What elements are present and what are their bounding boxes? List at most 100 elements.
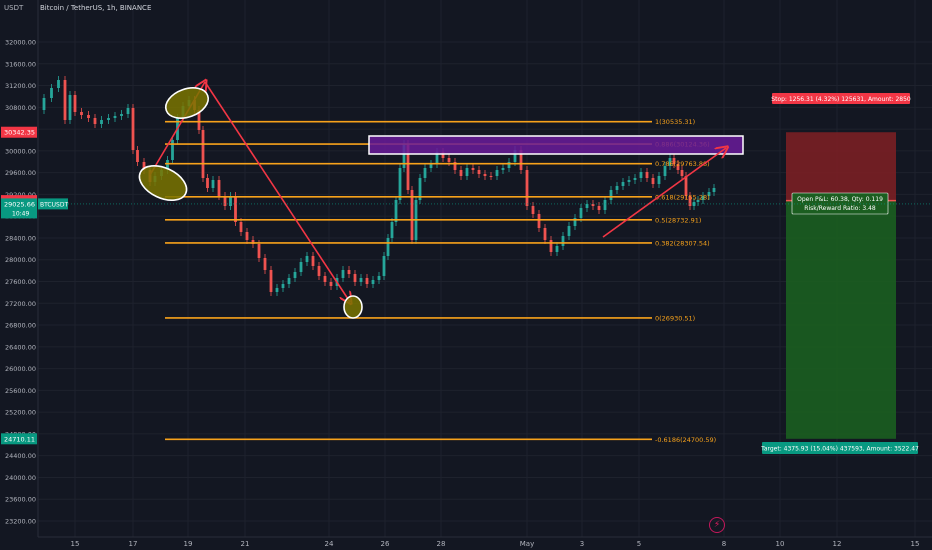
risk-reward-label: Risk/Reward Ratio: 3.48 <box>804 205 876 212</box>
arrow-down <box>204 81 350 302</box>
candle-body <box>73 95 77 112</box>
price-tag-current-label: 29025.66 <box>4 200 35 208</box>
candle-body <box>549 240 553 252</box>
price-tick-label: 29200.00 <box>5 191 36 199</box>
price-tag-target-label: 24710.11 <box>4 435 35 443</box>
price-axis-panel <box>0 0 38 550</box>
candle-body <box>80 112 83 115</box>
candle-body <box>651 178 655 184</box>
unit-label: USDT <box>4 4 24 12</box>
price-tag-countdown: 10:49 <box>12 210 29 217</box>
time-tick-label: 8 <box>722 540 726 548</box>
candle-body <box>684 176 688 196</box>
candle-body <box>386 238 390 256</box>
stop-label: Stop: 1256.31 (4.32%) 125631, Amount: 28… <box>771 96 911 103</box>
candle-body <box>513 150 517 162</box>
resistance-zone[interactable] <box>368 135 744 155</box>
symbol-tag-label: BTCUSDT <box>40 201 68 208</box>
price-tick-label: 26400.00 <box>5 343 36 351</box>
highlight-ellipse <box>164 87 210 119</box>
candle-body <box>573 218 577 226</box>
stop-loss-zone[interactable] <box>786 132 896 201</box>
price-tick-label: 23200.00 <box>5 518 36 526</box>
candle-body <box>341 270 345 278</box>
candle-body <box>377 276 381 280</box>
time-tick-label: 17 <box>129 540 138 548</box>
highlight-ellipse <box>138 164 188 202</box>
price-tick-label: 23600.00 <box>5 496 36 504</box>
candle-body <box>287 278 291 284</box>
candle-body <box>394 200 398 222</box>
candle-body <box>323 276 327 282</box>
candle-body <box>429 164 433 168</box>
time-tick-label: 15 <box>911 540 920 548</box>
candle-body <box>676 164 680 170</box>
candle-body <box>627 180 631 182</box>
candle-body <box>423 168 427 178</box>
candle-body <box>621 182 625 186</box>
candle-body <box>107 118 110 120</box>
price-tick-label: 27600.00 <box>5 278 36 286</box>
lightning-icon[interactable]: ⚡ <box>709 517 725 533</box>
candle-body <box>347 270 351 274</box>
price-tick-label: 28000.00 <box>5 256 36 264</box>
chart-title: Bitcoin / TetherUS, 1h, BINANCE <box>40 4 152 12</box>
candle-body <box>50 88 53 98</box>
candle-body <box>680 170 684 176</box>
candle-body <box>519 150 523 170</box>
candle-body <box>585 204 589 208</box>
candle-body <box>483 174 487 176</box>
price-tag-stop-label: 30342.35 <box>4 129 35 137</box>
open-pnl-label: Open P&L: 60.38, Qty: 0.119 <box>797 196 883 203</box>
candle-body <box>275 288 279 292</box>
candle-body <box>239 222 243 232</box>
candle-body <box>447 158 451 162</box>
candle-body <box>645 172 649 178</box>
candle-body <box>365 278 369 284</box>
price-tick-label: 31600.00 <box>5 60 36 68</box>
price-tick-label: 26800.00 <box>5 322 36 330</box>
candle-body <box>471 168 475 170</box>
candle-body <box>329 282 333 286</box>
candle-body <box>131 108 135 150</box>
candle-body <box>696 200 700 202</box>
time-tick-label: 21 <box>241 540 250 548</box>
symbol-tag <box>38 198 68 210</box>
candle-body <box>639 172 643 178</box>
candle-body <box>311 256 315 266</box>
candle-body <box>251 240 255 244</box>
candle-body <box>263 258 267 270</box>
fib-level-label: 0.382(28307.54) <box>655 239 710 247</box>
candle-body <box>633 178 637 180</box>
take-profit-zone[interactable] <box>786 200 896 439</box>
target-label-bg <box>762 442 918 454</box>
candle-body <box>525 170 529 206</box>
price-tick-label: 24000.00 <box>5 474 36 482</box>
candle-body <box>382 256 386 276</box>
candle-body <box>692 202 696 206</box>
time-tick-label: 12 <box>833 540 842 548</box>
candle-body <box>495 170 499 176</box>
candle-body <box>477 170 481 174</box>
time-tick-label: 28 <box>437 540 446 548</box>
candle-body <box>100 120 103 124</box>
fib-level-label: 1(30535.31) <box>655 118 695 126</box>
price-tag-stop <box>1 126 37 138</box>
price-tag-current <box>1 198 37 219</box>
candle-body <box>406 144 410 190</box>
candle-body <box>441 152 445 158</box>
price-tick-label: 30800.00 <box>5 104 36 112</box>
candle-body <box>42 98 46 110</box>
candle-body <box>359 278 363 282</box>
candle-body <box>402 144 406 168</box>
candle-body <box>531 206 535 214</box>
candle-body <box>293 272 297 278</box>
candle-body <box>126 108 130 114</box>
highlight-ellipse <box>343 295 363 319</box>
open-pnl-bg <box>791 192 889 215</box>
candle-body <box>269 270 273 292</box>
target-label: Target: 4375.93 (15.04%) 437593, Amount:… <box>760 446 919 453</box>
price-tick-label: 30000.00 <box>5 147 36 155</box>
time-tick-label: 10 <box>776 540 785 548</box>
